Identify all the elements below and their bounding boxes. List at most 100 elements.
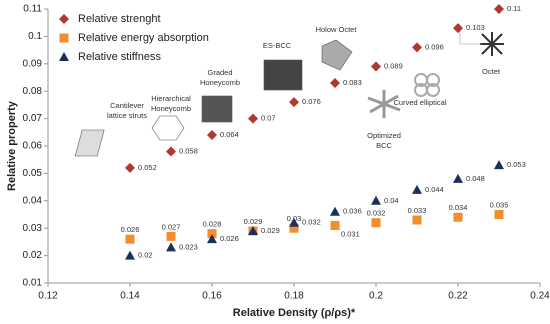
annotation: Holow Octet [316,25,358,34]
x-tick-label: 0.14 [120,291,140,302]
annotation: BCC [376,141,392,150]
annotation: ES-BCC [263,41,292,50]
y-tick-label: 0.04 [23,195,43,206]
legend-label: Relative stiffness [78,51,161,63]
data-label: 0.032 [367,209,386,218]
data-label: 0.032 [302,218,321,227]
data-label: 0.064 [220,130,239,139]
data-label: 0.026 [121,225,140,234]
x-tick-label: 0.16 [202,291,222,302]
legend-label: Relative strenght [78,13,161,25]
y-axis-title: Relative property [6,100,18,191]
annotation: Cantilever [110,101,144,110]
data-label: 0.083 [343,78,362,87]
y-tick-label: 0.05 [23,168,43,179]
data-label: 0.052 [138,163,157,172]
data-label: 0.04 [384,196,399,205]
data-label: 0.02 [138,251,153,260]
data-label: 0.076 [302,97,321,106]
point [125,162,135,173]
x-tick-label: 0.18 [284,291,304,302]
y-tick-label: 0.06 [23,141,43,152]
point [453,23,463,34]
point [494,160,504,170]
point [59,33,69,43]
point [453,173,463,183]
icon [151,115,185,141]
point [125,250,135,260]
y-tick-label: 0.1 [28,31,42,42]
icon [74,129,105,157]
data-label: 0.027 [162,222,181,231]
y-tick-label: 0.09 [23,58,43,69]
y-tick-label: 0.02 [23,250,43,261]
point [59,52,69,61]
annotation: Curved elliptical [394,98,447,107]
point [289,97,299,108]
data-label: 0.035 [490,200,509,209]
icon [263,59,303,91]
point [166,242,176,252]
y-tick-label: 0.03 [23,223,43,234]
annotation: Hierarchical [151,94,191,103]
leader [459,26,482,45]
annotation: Octet [482,67,501,76]
point [371,61,381,72]
point [166,231,176,241]
point [494,4,504,14]
x-tick-label: 0.2 [369,291,383,302]
annotation: Optimized [367,131,401,140]
y-tick-label: 0.11 [23,4,42,15]
data-label: 0.023 [179,242,198,251]
data-label: 0.103 [466,23,485,32]
data-label: 0.028 [203,220,222,229]
data-label: 0.033 [408,206,427,215]
data-label: 0.11 [507,4,521,13]
x-axis-title: Relative Density (ρ/ρs)* [233,307,356,319]
point [248,225,258,235]
point [412,184,422,194]
point [330,77,340,88]
point [330,220,340,230]
point [371,218,381,228]
structure-icons [74,26,504,157]
annotation: lattice struts [107,111,147,120]
data-label: 0.07 [261,114,276,123]
data-label: 0.026 [220,234,239,243]
point [453,212,463,222]
point [289,217,299,227]
point [248,113,258,124]
annotation: Honeycomb [151,104,191,113]
icon [367,90,401,118]
point [289,223,299,233]
point [330,206,340,216]
x-tick-label: 0.22 [448,291,468,302]
annotation: Graded [207,68,232,77]
data-label: 0.096 [425,42,444,51]
data-label: 0.053 [507,160,526,169]
data-label: 0.029 [244,217,263,226]
point [125,234,135,244]
data-label: 0.058 [179,146,198,155]
data-label: 0.034 [449,203,468,212]
data-label: 0.044 [425,185,444,194]
data-label: 0.029 [261,226,280,235]
data-label: 0.089 [384,62,403,71]
point [166,146,176,157]
icon [480,32,504,56]
point [494,210,504,219]
annotation: Honeycomb [200,78,240,87]
data-label: 0.031 [341,229,360,238]
y-tick-label: 0.08 [23,86,43,97]
y-tick-label: 0.07 [23,113,43,124]
point [59,14,69,24]
point [412,42,422,53]
x-tick-label: 0.12 [38,291,58,302]
icon [201,95,233,123]
point [207,229,217,239]
icon [321,39,353,71]
point [371,195,381,205]
data-label: 0.048 [466,174,485,183]
point [412,215,422,225]
